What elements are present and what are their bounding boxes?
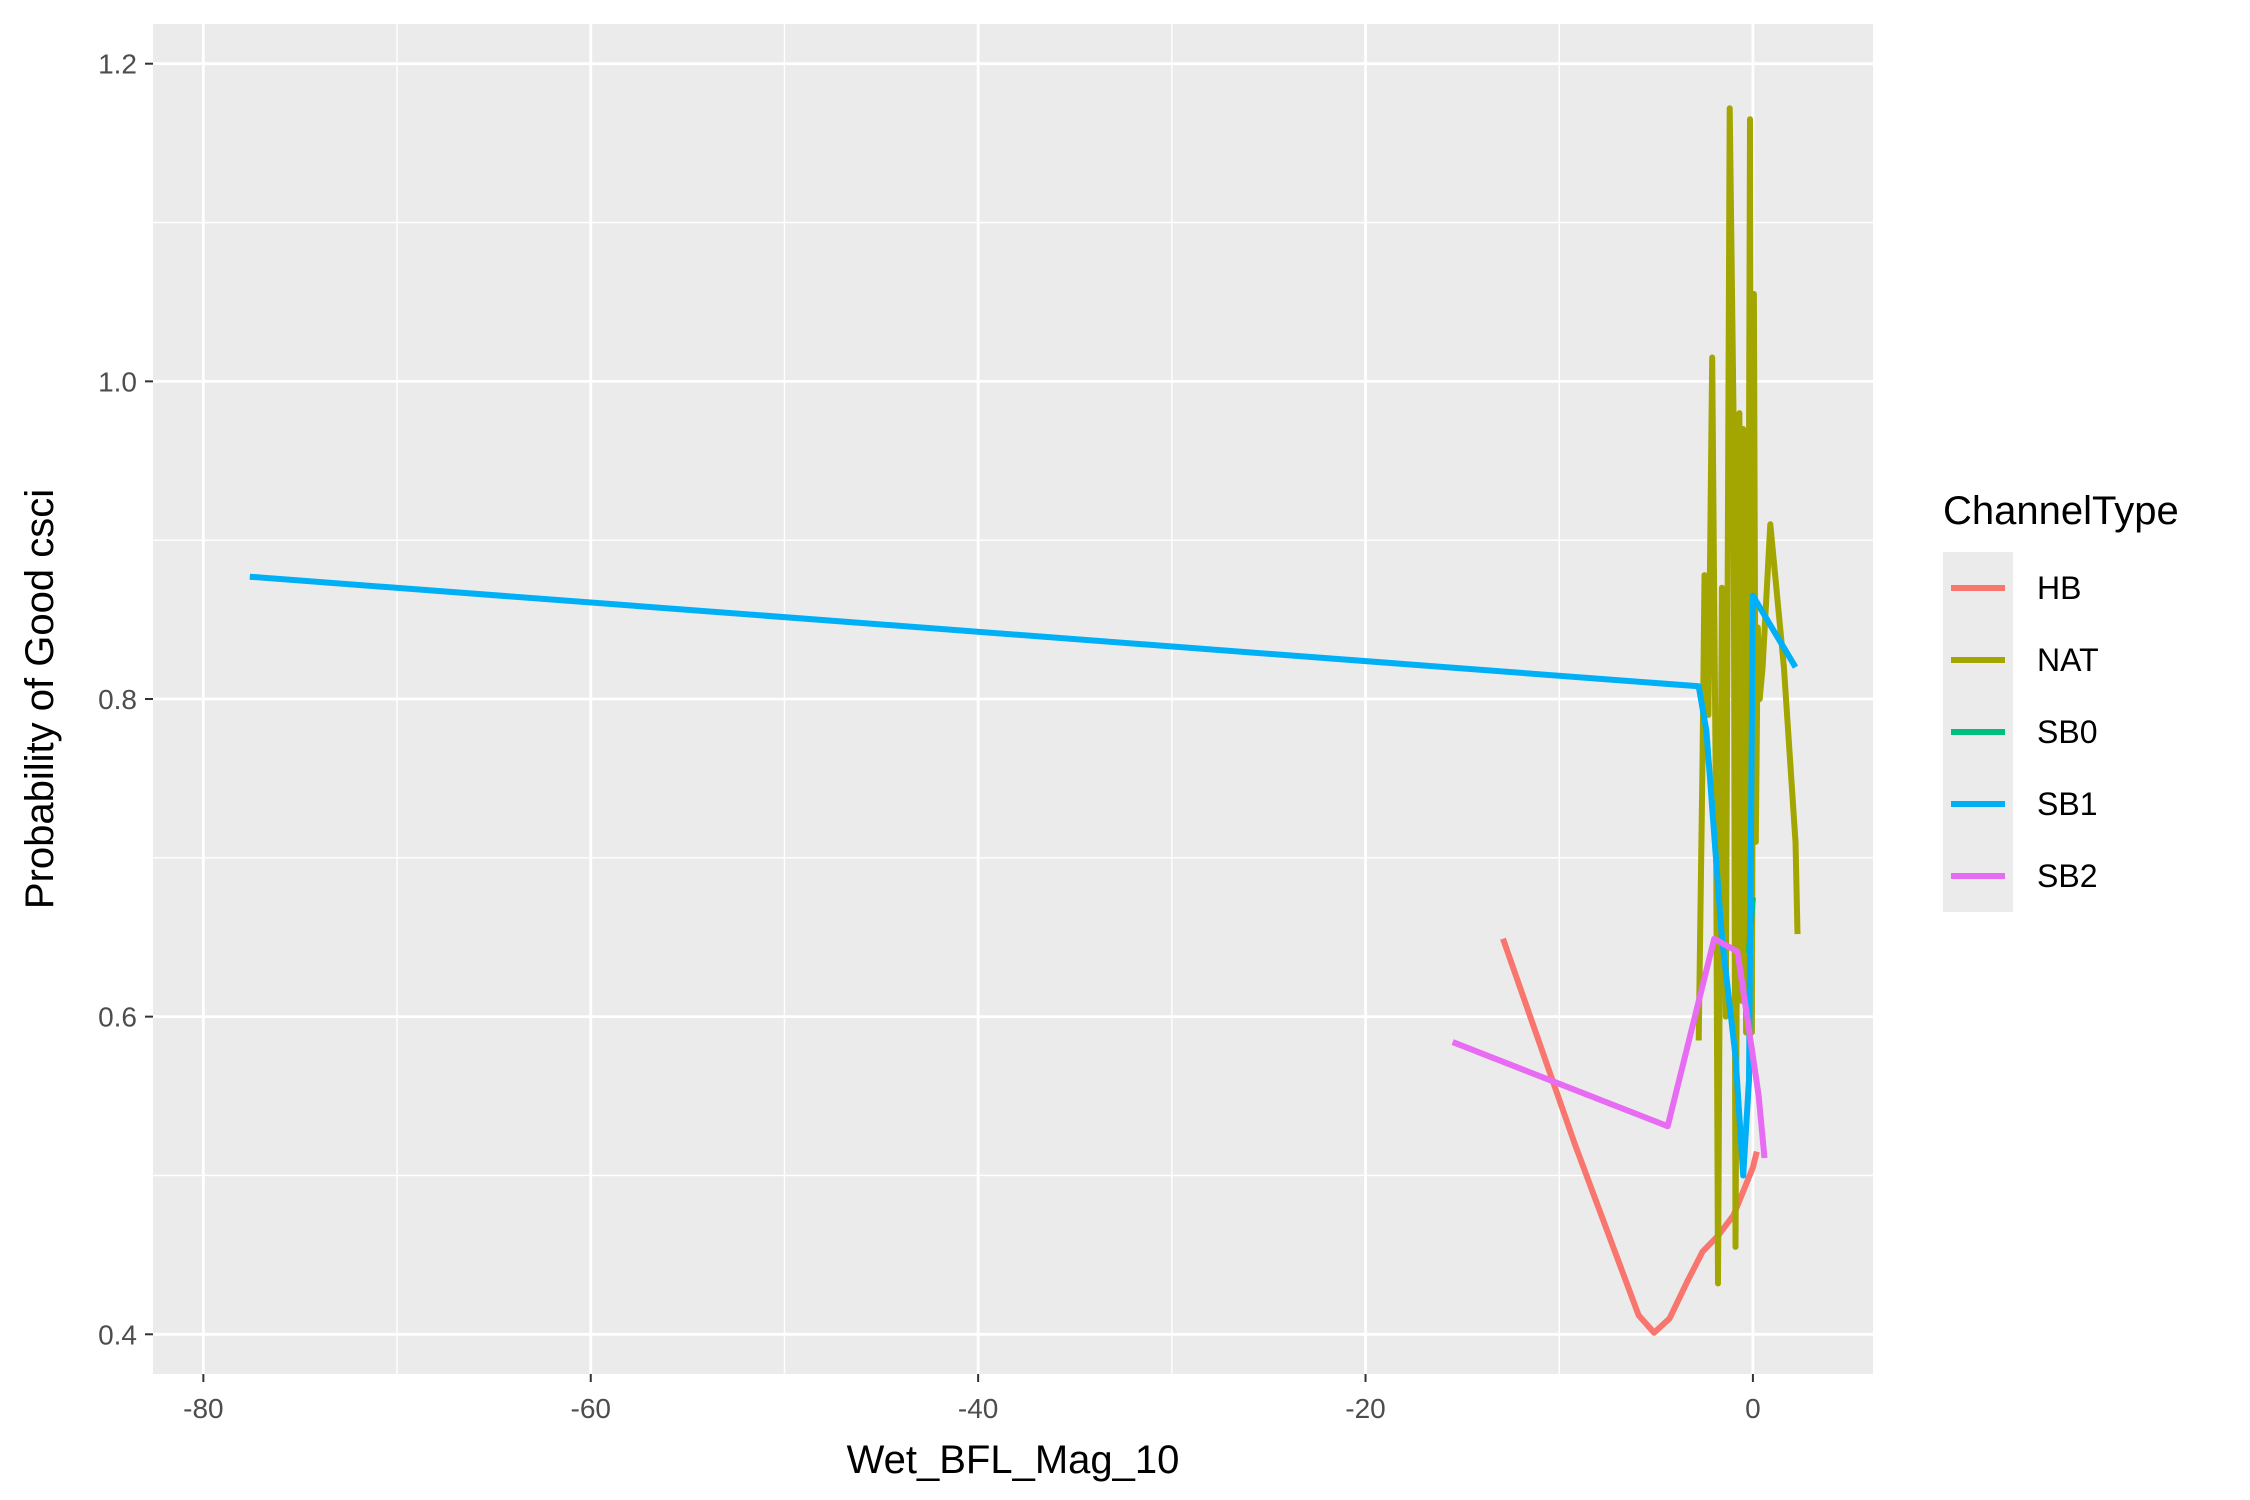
x-tick-label: 0 [1745,1393,1761,1424]
series-line-hb [1500,937,1760,1336]
y-axis-title: Probability of Good csci [18,489,62,909]
series-line-sb1 [249,573,1799,1179]
x-tick-label: -20 [1345,1393,1385,1424]
y-tick-label: 0.8 [98,684,137,715]
legend: ChannelType HB NAT SB0 SB1 SB2 [1943,489,2179,912]
y-tick-label: 0.4 [98,1319,137,1350]
legend-title: ChannelType [1943,489,2179,533]
x-axis: -80 -60 -40 -20 0 [183,1374,1761,1424]
y-tick-label: 1.0 [98,366,137,397]
x-tick-label: -80 [183,1393,223,1424]
y-axis: 0.4 0.6 0.8 1.0 1.2 [98,49,153,1350]
x-axis-title: Wet_BFL_Mag_10 [847,1438,1180,1482]
y-tick-label: 1.2 [98,49,137,80]
series-lines [249,105,1801,1336]
legend-label-sb2: SB2 [2037,858,2097,894]
series-line-nat [1695,105,1801,1287]
y-tick-label: 0.6 [98,1002,137,1033]
legend-label-sb0: SB0 [2037,714,2097,750]
legend-label-sb1: SB1 [2037,786,2097,822]
x-tick-label: -40 [958,1393,998,1424]
series-line-sb2 [1451,935,1768,1159]
major-gridlines [153,24,1873,1374]
x-tick-label: -60 [571,1393,611,1424]
legend-label-hb: HB [2037,570,2081,606]
legend-label-nat: NAT [2037,642,2099,678]
